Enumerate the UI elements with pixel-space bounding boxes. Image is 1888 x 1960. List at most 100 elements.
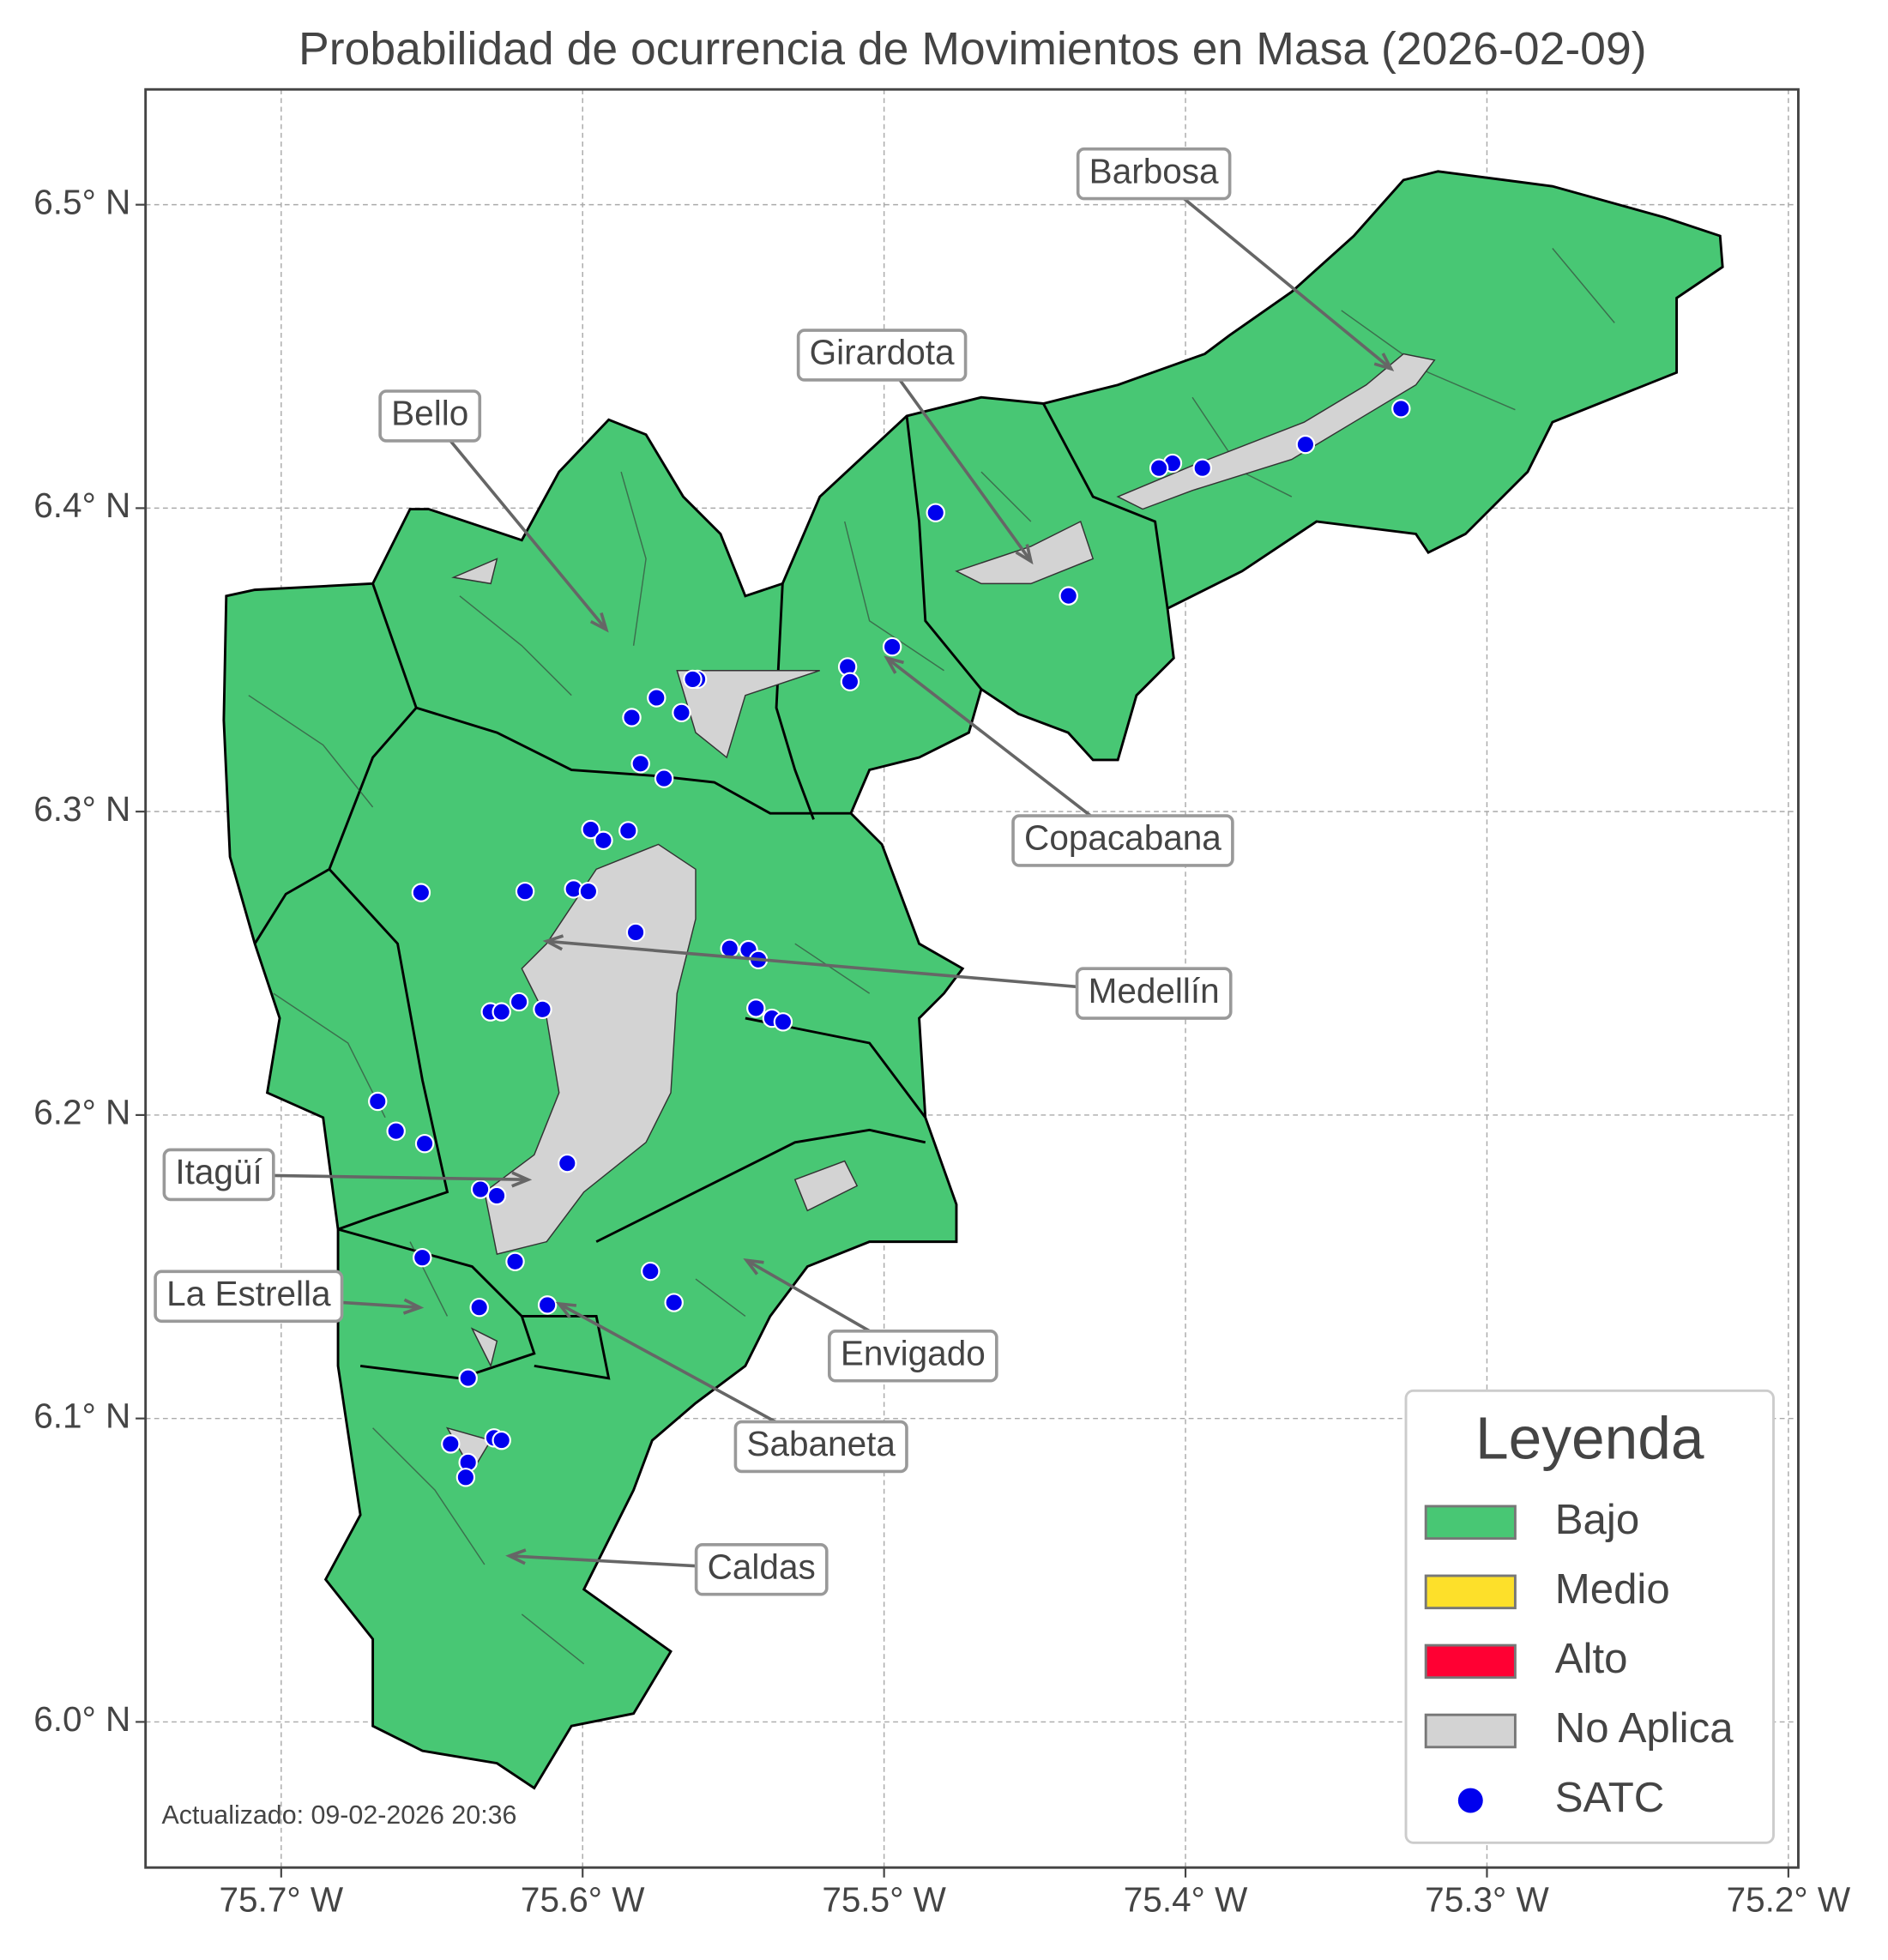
annotation-box xyxy=(378,389,482,443)
annotation-box xyxy=(154,1269,344,1324)
satc-point xyxy=(533,999,552,1020)
arrow-head xyxy=(1015,544,1034,565)
y-tick-label: 6.1° N xyxy=(33,1396,130,1435)
annotation: Bello xyxy=(378,389,609,633)
satc-point xyxy=(1391,399,1411,419)
satc-point xyxy=(509,992,529,1012)
satc-point xyxy=(882,636,902,657)
satc-point xyxy=(683,669,703,690)
annotation-box xyxy=(694,1543,829,1596)
region-bajo xyxy=(222,170,1724,1790)
satc-point xyxy=(594,830,613,850)
satc-point xyxy=(581,819,600,840)
arrow-head xyxy=(555,1301,577,1318)
annotation: Barbosa xyxy=(1076,147,1395,371)
footnote: Actualizado: 09-02-2026 20:36 xyxy=(162,1800,517,1830)
satc-point xyxy=(625,922,646,943)
satc-point xyxy=(1149,458,1169,478)
satc-point xyxy=(720,938,739,958)
annotation-box xyxy=(827,1330,998,1383)
y-tick-label: 6.3° N xyxy=(33,789,130,829)
satc-point xyxy=(773,1012,793,1032)
satc-point xyxy=(458,1368,478,1388)
annotation-label: Medellín xyxy=(1089,971,1220,1010)
arrow-head xyxy=(511,1171,533,1188)
satc-point xyxy=(672,703,691,723)
satc-point xyxy=(492,1430,511,1450)
arrow-head xyxy=(542,934,564,951)
annotation-arrow xyxy=(546,939,1155,995)
satc-point xyxy=(470,1179,491,1199)
satc-point xyxy=(654,769,674,788)
arrow-head xyxy=(1373,353,1395,371)
annotation: Medellín xyxy=(542,934,1233,1020)
satc-point xyxy=(537,1295,558,1315)
legend-swatch xyxy=(1424,1643,1517,1680)
satc-point xyxy=(746,998,766,1018)
annotation-box xyxy=(1076,147,1232,201)
annotation: Itagüí xyxy=(162,1148,533,1202)
legend-swatch xyxy=(1424,1574,1517,1610)
annotation: Caldas xyxy=(505,1543,829,1596)
x-tick-label: 75.2° W xyxy=(1727,1879,1851,1919)
arrow-head xyxy=(884,655,904,674)
plot-frame xyxy=(144,87,1800,1869)
y-tick-label: 6.5° N xyxy=(33,182,130,221)
annotation-arrow xyxy=(1152,172,1392,371)
satc-point xyxy=(647,688,667,708)
y-tick-label: 6.0° N xyxy=(33,1699,130,1739)
annotation-label: Copacabana xyxy=(1024,818,1221,858)
annotation-label: Envigado xyxy=(841,1334,986,1373)
arrow-head xyxy=(743,1258,764,1276)
legend-marker xyxy=(1457,1788,1483,1813)
y-tick-label: 6.2° N xyxy=(33,1093,130,1132)
satc-point xyxy=(622,708,642,727)
annotation-box xyxy=(733,1420,908,1474)
satc-point xyxy=(641,1261,660,1282)
legend-label: Bajo xyxy=(1555,1496,1639,1543)
satc-point xyxy=(515,881,535,902)
legend-title: Leyenda xyxy=(1475,1404,1704,1471)
x-tick-label: 75.6° W xyxy=(521,1879,645,1919)
satc-point xyxy=(1295,434,1316,455)
x-tick-label: 75.4° W xyxy=(1124,1879,1248,1919)
annotation-label: Barbosa xyxy=(1089,151,1219,190)
annotation-box xyxy=(1011,814,1234,867)
annotation-label: Bello xyxy=(391,394,468,433)
x-tick-label: 75.7° W xyxy=(220,1879,344,1919)
annotation-label: Itagüí xyxy=(175,1152,262,1191)
annotation: Envigado xyxy=(743,1258,998,1383)
satc-point xyxy=(414,1133,435,1154)
satc-point xyxy=(505,1251,525,1271)
satc-point xyxy=(486,1185,507,1206)
satc-point xyxy=(492,1002,511,1022)
satc-point xyxy=(386,1121,406,1141)
chart-title: Probabilidad de ocurrencia de Movimiento… xyxy=(299,24,1647,75)
satc-point xyxy=(413,1247,432,1268)
legend-label: No Aplica xyxy=(1555,1704,1734,1752)
annotation-label: Girardota xyxy=(810,333,955,372)
annotation-box xyxy=(1075,967,1233,1020)
legend-swatch xyxy=(1424,1505,1517,1541)
satc-point xyxy=(618,821,638,841)
satc-point xyxy=(368,1091,388,1112)
annotation: Copacabana xyxy=(884,655,1234,867)
annotation-label: Caldas xyxy=(708,1547,816,1586)
legend-label: Medio xyxy=(1555,1565,1670,1613)
annotation-arrow xyxy=(428,414,608,631)
annotation: Girardota xyxy=(796,329,1034,565)
satc-point xyxy=(1192,458,1212,478)
x-tick-label: 75.3° W xyxy=(1425,1879,1549,1919)
annotation-arrow xyxy=(885,656,1125,842)
legend-label: SATC xyxy=(1555,1774,1665,1821)
satc-point xyxy=(578,881,599,902)
satc-point xyxy=(1059,586,1078,606)
annotation: La Estrella xyxy=(154,1269,425,1324)
x-tick-label: 75.5° W xyxy=(822,1879,946,1919)
arrow-head xyxy=(505,1548,527,1565)
satc-point xyxy=(455,1468,476,1487)
satc-point xyxy=(469,1297,489,1318)
arrow-head xyxy=(402,1298,425,1315)
